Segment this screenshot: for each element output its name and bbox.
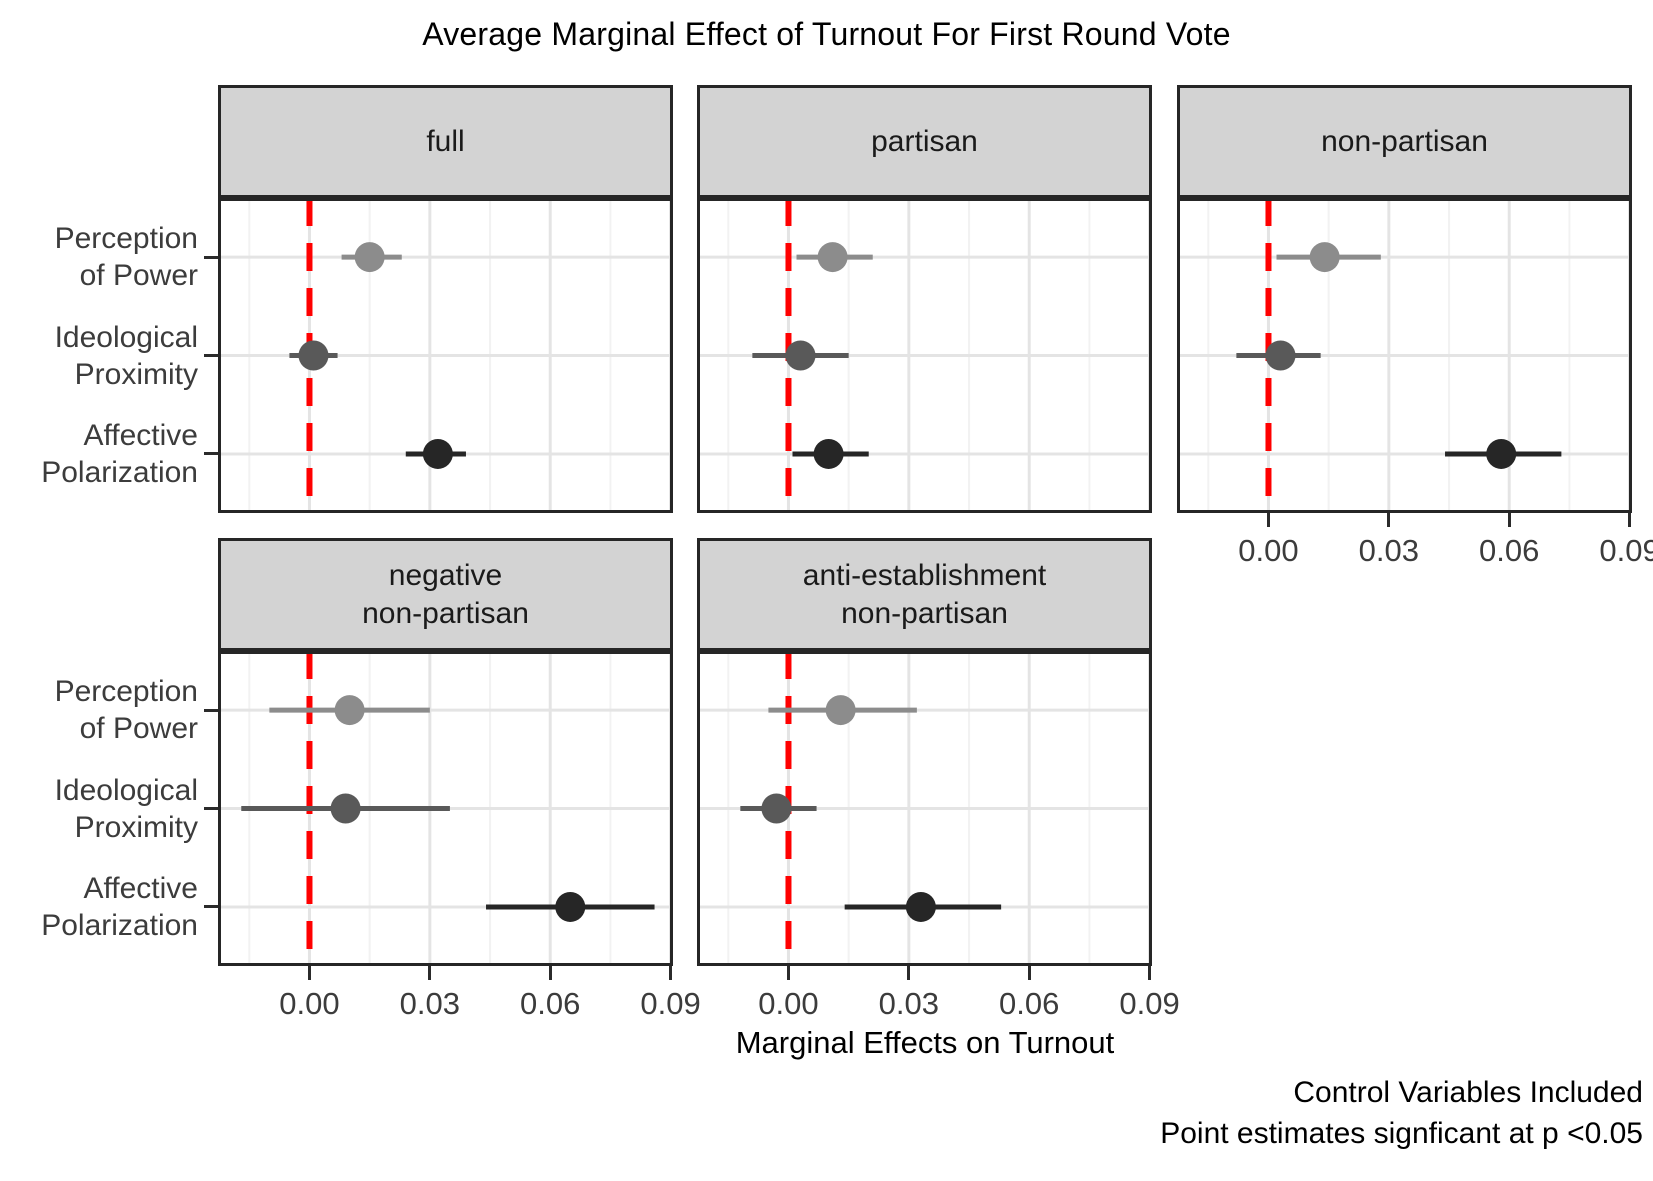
panel-border-negative-non-partisan [218,651,673,966]
x-tick-label-non-partisan-1: 0.03 [1358,533,1420,568]
y-axis-label-line: Polarization [41,908,198,942]
y-axis-label-perception-of-power-row0: Perception of Power [0,220,198,294]
x-tick-label-anti-establishment-non-partisan-0: 0.00 [758,986,819,1021]
facet-strip-negative-non-partisan: negative non-partisan [218,538,673,651]
x-tick-label-non-partisan-0: 0.00 [1238,533,1299,568]
y-tick-mark-negative-non-partisan-0 [204,708,218,712]
y-axis-label-ideological-proximity-row0: Ideological Proximity [0,319,198,393]
point-estimate-partisan-perception-of-power [817,242,848,273]
y-axis-label-line: of Power [79,259,198,293]
x-tick-mark-negative-non-partisan-1 [428,966,432,980]
x-tick-label-non-partisan-3: 0.09 [1599,533,1653,568]
y-axis-label-line: Polarization [41,455,198,489]
facet-strip-label-anti-establishment-non-partisan-0: anti-establishment [802,558,1047,592]
x-tick-label-negative-non-partisan-0: 0.00 [279,986,340,1021]
facet-panel-negative-non-partisan [218,651,673,966]
facet-strip-label-non-partisan-0: non-partisan [1321,124,1488,158]
x-tick-mark-non-partisan-3 [1628,513,1632,527]
y-tick-mark-negative-non-partisan-2 [204,905,218,909]
x-tick-mark-non-partisan-2 [1507,513,1511,527]
x-tick-label-anti-establishment-non-partisan-3: 0.09 [1119,986,1180,1021]
panel-border-partisan [697,198,1152,513]
y-tick-mark-negative-non-partisan-1 [204,807,218,810]
y-axis-label-affective-polarization-row0: Affective Polarization [0,417,198,491]
y-axis-label-line: Ideological [54,773,198,807]
y-axis-label-line: of Power [79,712,198,746]
panel-border-full [218,198,673,513]
x-tick-label-anti-establishment-non-partisan-2: 0.06 [999,986,1060,1021]
x-axis-title: Marginal Effects on Turnout [735,1025,1115,1060]
caption: Control Variables Included Point estimat… [1160,1072,1643,1154]
facet-panel-non-partisan [1177,198,1632,513]
y-axis-label-line: Perception [54,675,198,709]
x-tick-mark-non-partisan-0 [1266,513,1270,527]
x-tick-mark-anti-establishment-non-partisan-0 [786,966,790,980]
facet-panel-anti-establishment-non-partisan [697,651,1152,966]
point-estimate-partisan-ideological-proximity [785,340,816,371]
point-estimate-anti-establishment-non-partisan-perception-of-power [825,695,856,726]
facet-strip-full: full [218,85,673,198]
y-tick-mark-full-0 [204,255,218,259]
x-tick-label-negative-non-partisan-1: 0.03 [399,986,461,1021]
y-axis-label-line: Proximity [74,810,198,844]
x-tick-mark-anti-establishment-non-partisan-1 [907,966,911,980]
y-axis-label-ideological-proximity-row1: Ideological Proximity [0,772,198,846]
facet-panel-full [218,198,673,513]
facet-strip-label-negative-non-partisan-1: non-partisan [362,596,529,630]
x-tick-mark-negative-non-partisan-2 [548,966,552,980]
facet-panel-partisan [697,198,1152,513]
facet-strip-label-negative-non-partisan-0: negative [388,558,503,592]
x-tick-mark-negative-non-partisan-3 [669,966,673,980]
y-tick-mark-full-1 [204,354,218,357]
x-tick-mark-negative-non-partisan-0 [307,966,311,980]
facet-strip-label-anti-establishment-non-partisan-1: non-partisan [841,596,1008,630]
y-axis-label-affective-polarization-row1: Affective Polarization [0,870,198,944]
y-axis-label-perception-of-power-row1: Perception of Power [0,673,198,747]
x-tick-label-non-partisan-2: 0.06 [1479,533,1540,568]
point-estimate-anti-establishment-non-partisan-affective-polarization [905,891,936,922]
x-tick-mark-anti-establishment-non-partisan-3 [1148,966,1152,980]
panel-border-anti-establishment-non-partisan [697,651,1152,966]
y-tick-mark-full-2 [204,452,218,456]
x-tick-label-negative-non-partisan-3: 0.09 [640,986,701,1021]
x-tick-label-anti-establishment-non-partisan-1: 0.03 [878,986,940,1021]
point-estimate-negative-non-partisan-ideological-proximity [330,793,361,824]
point-estimate-anti-establishment-non-partisan-ideological-proximity [761,793,792,824]
x-tick-mark-anti-establishment-non-partisan-2 [1027,966,1031,980]
caption-line-2: Point estimates signficant at p <0.05 [1160,1117,1643,1150]
x-tick-label-negative-non-partisan-2: 0.06 [520,986,581,1021]
point-estimate-non-partisan-ideological-proximity [1265,340,1296,371]
point-estimate-non-partisan-affective-polarization [1486,438,1517,469]
caption-line-1: Control Variables Included [1293,1076,1643,1109]
facet-strip-partisan: partisan [697,85,1152,198]
x-tick-mark-non-partisan-1 [1387,513,1391,527]
y-axis-label-line: Ideological [54,320,198,354]
panel-border-non-partisan [1177,198,1632,513]
point-estimate-negative-non-partisan-affective-polarization [555,891,586,922]
y-axis-label-line: Affective [83,418,198,452]
facet-strip-label-full-0: full [426,124,465,158]
point-estimate-negative-non-partisan-perception-of-power [334,695,365,726]
facet-strip-label-partisan-0: partisan [871,124,978,158]
y-axis-label-line: Affective [83,871,198,905]
point-estimate-non-partisan-perception-of-power [1309,242,1340,273]
point-estimate-full-ideological-proximity [298,340,329,371]
y-axis-label-line: Proximity [74,357,198,391]
facet-strip-non-partisan: non-partisan [1177,85,1632,198]
facet-strip-anti-establishment-non-partisan: anti-establishment non-partisan [697,538,1152,651]
point-estimate-full-perception-of-power [354,242,385,273]
point-estimate-full-affective-polarization [422,438,453,469]
chart-title: Average Marginal Effect of Turnout For F… [422,16,1231,52]
y-axis-label-line: Perception [54,222,198,256]
point-estimate-partisan-affective-polarization [813,438,844,469]
